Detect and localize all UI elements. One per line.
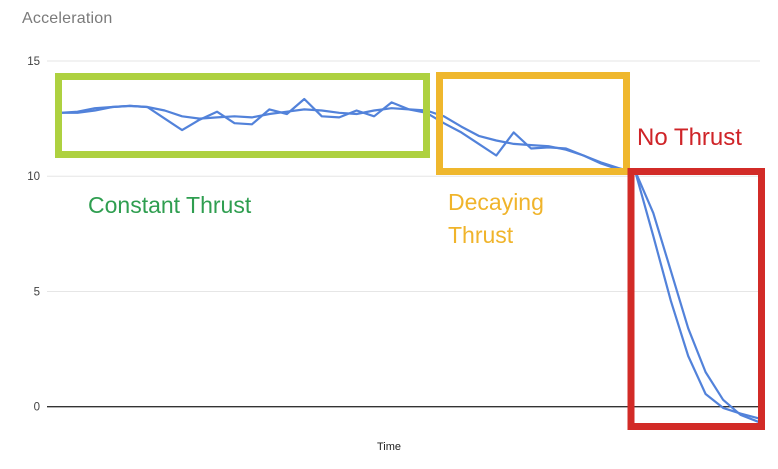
annotation-no-thrust-label: No Thrust: [637, 124, 742, 151]
annotation-box-no-thrust: [627, 168, 765, 430]
y-tick-label: 10: [27, 171, 40, 183]
x-axis-title: Time: [376, 441, 402, 453]
annotation-constant-thrust-label: Constant Thrust: [88, 192, 252, 218]
annotation-decaying-thrust-label: Decaying Thrust: [448, 189, 544, 248]
y-tick-label: 0: [34, 402, 40, 414]
annotation-box-constant-thrust: [55, 73, 430, 158]
y-tick-label: 15: [27, 56, 40, 68]
y-tick-label: 5: [34, 286, 40, 298]
annotation-box-decaying-thrust: [436, 72, 630, 175]
series-line-trial-smooth: [58, 104, 760, 423]
chart-title: Acceleration: [22, 10, 113, 27]
